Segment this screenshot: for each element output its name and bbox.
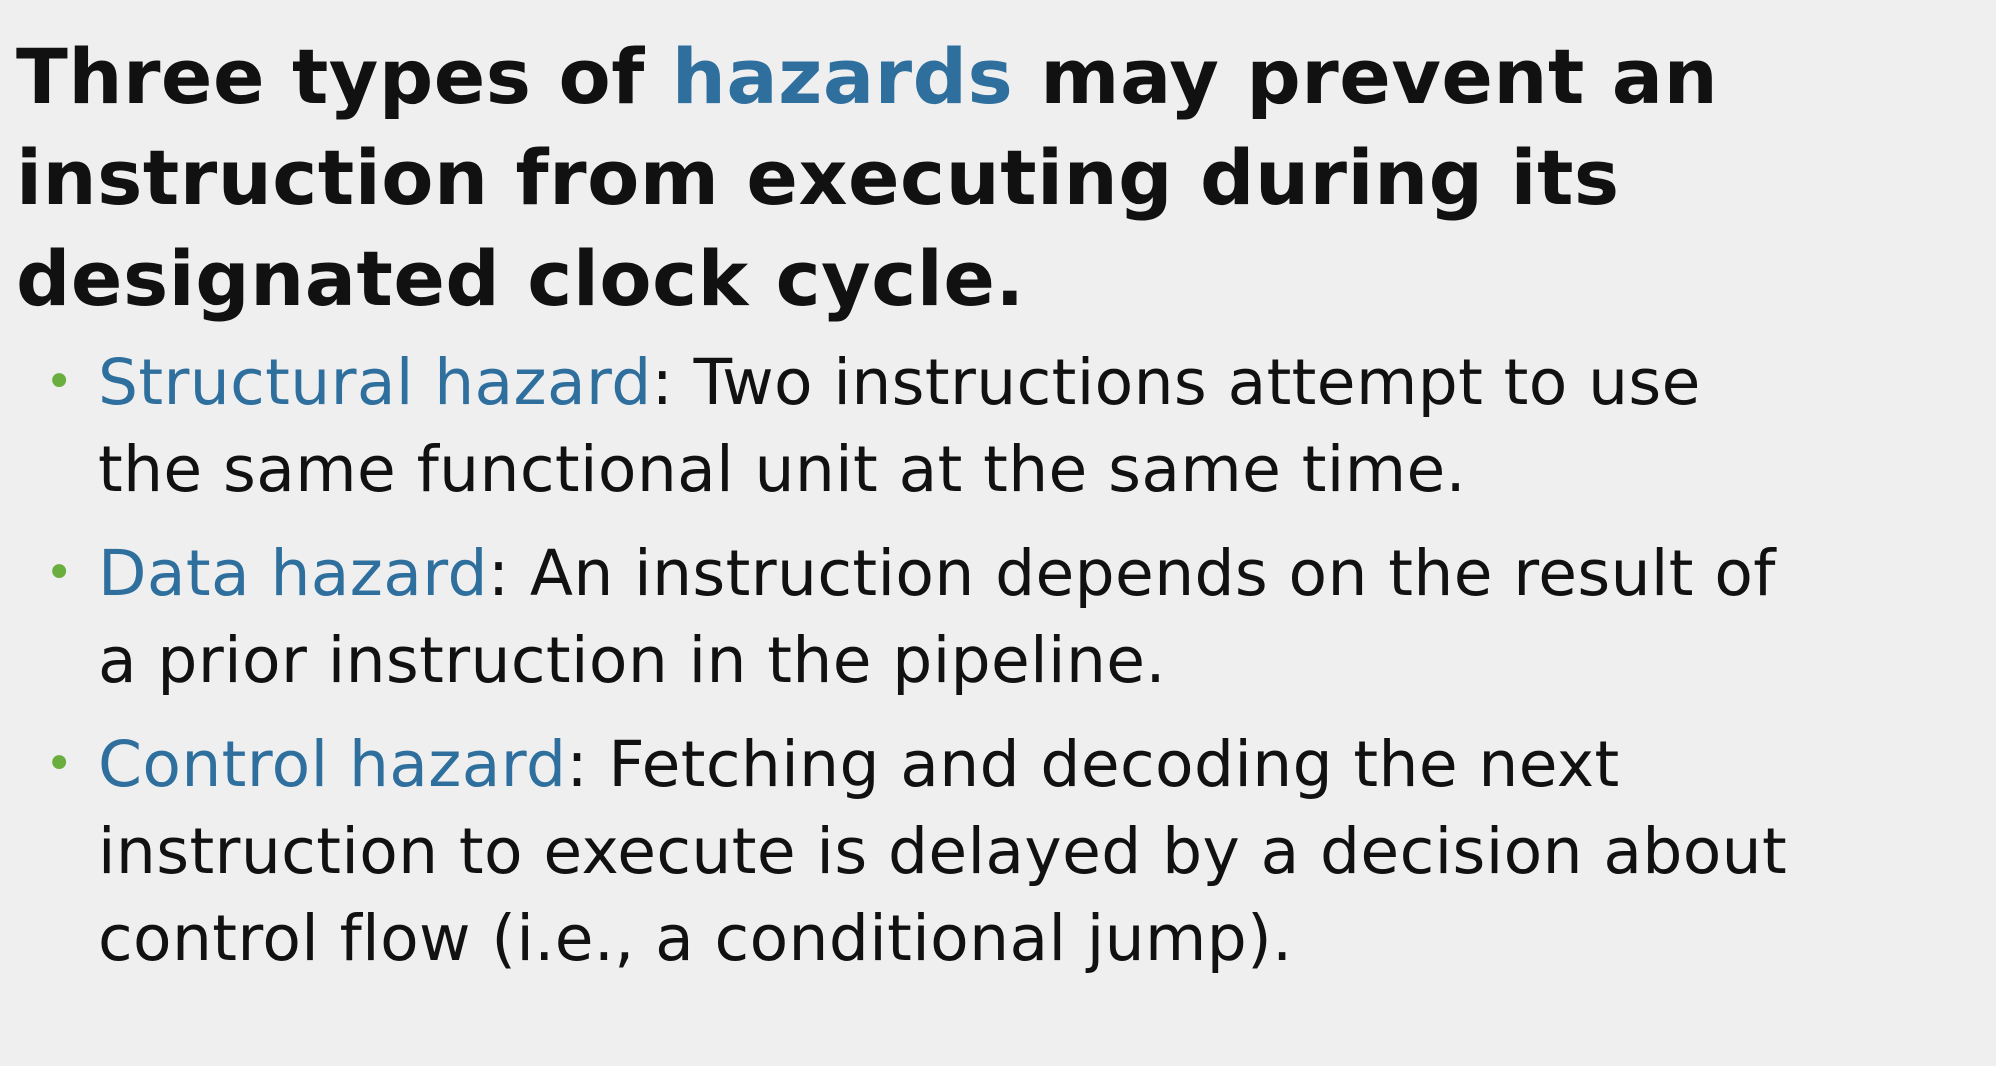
bullet-line-1: Control hazard: Fetching and decoding th… <box>98 721 1996 808</box>
bullet-data-hazard: • Data hazard: An instruction depends on… <box>16 530 1996 704</box>
bullet-term: Control hazard <box>98 728 567 801</box>
bullet-description: : Fetching and decoding the next <box>566 728 1620 801</box>
bullet-dot-icon: • <box>45 545 74 601</box>
bullet-line-1: Data hazard: An instruction depends on t… <box>98 530 1996 617</box>
bullet-description: : An instruction depends on the result o… <box>487 537 1776 610</box>
heading-text-before: Three types of <box>16 32 645 121</box>
bullet-description: : Two instructions attempt to use <box>651 346 1701 419</box>
bullet-line-2: instruction to execute is delayed by a d… <box>98 815 1788 888</box>
bullet-dot-icon: • <box>45 736 74 792</box>
bullet-line-2: a prior instruction in the pipeline. <box>98 624 1166 697</box>
heading-text-after: may prevent an <box>1040 32 1719 121</box>
bullet-dot-icon: • <box>45 354 74 410</box>
bullet-control-hazard: • Control hazard: Fetching and decoding … <box>16 721 1996 982</box>
bullet-structural-hazard: • Structural hazard: Two instructions at… <box>16 339 1996 513</box>
bullet-line-2: the same functional unit at the same tim… <box>98 433 1467 506</box>
hazard-list: • Structural hazard: Two instructions at… <box>16 339 1996 982</box>
bullet-line-1: Structural hazard: Two instructions atte… <box>98 339 1996 426</box>
bullet-term: Structural hazard <box>98 346 652 419</box>
heading-line-1: Three types of hazards may prevent an <box>16 26 1996 127</box>
bullet-line-3: control flow (i.e., a conditional jump). <box>98 902 1293 975</box>
bullet-term: Data hazard <box>98 537 488 610</box>
slide-heading: Three types of hazards may prevent an in… <box>16 26 1996 329</box>
heading-term-hazards: hazards <box>671 32 1014 121</box>
heading-line-3: designated clock cycle. <box>16 234 1025 323</box>
heading-line-2: instruction from executing during its <box>16 133 1620 222</box>
